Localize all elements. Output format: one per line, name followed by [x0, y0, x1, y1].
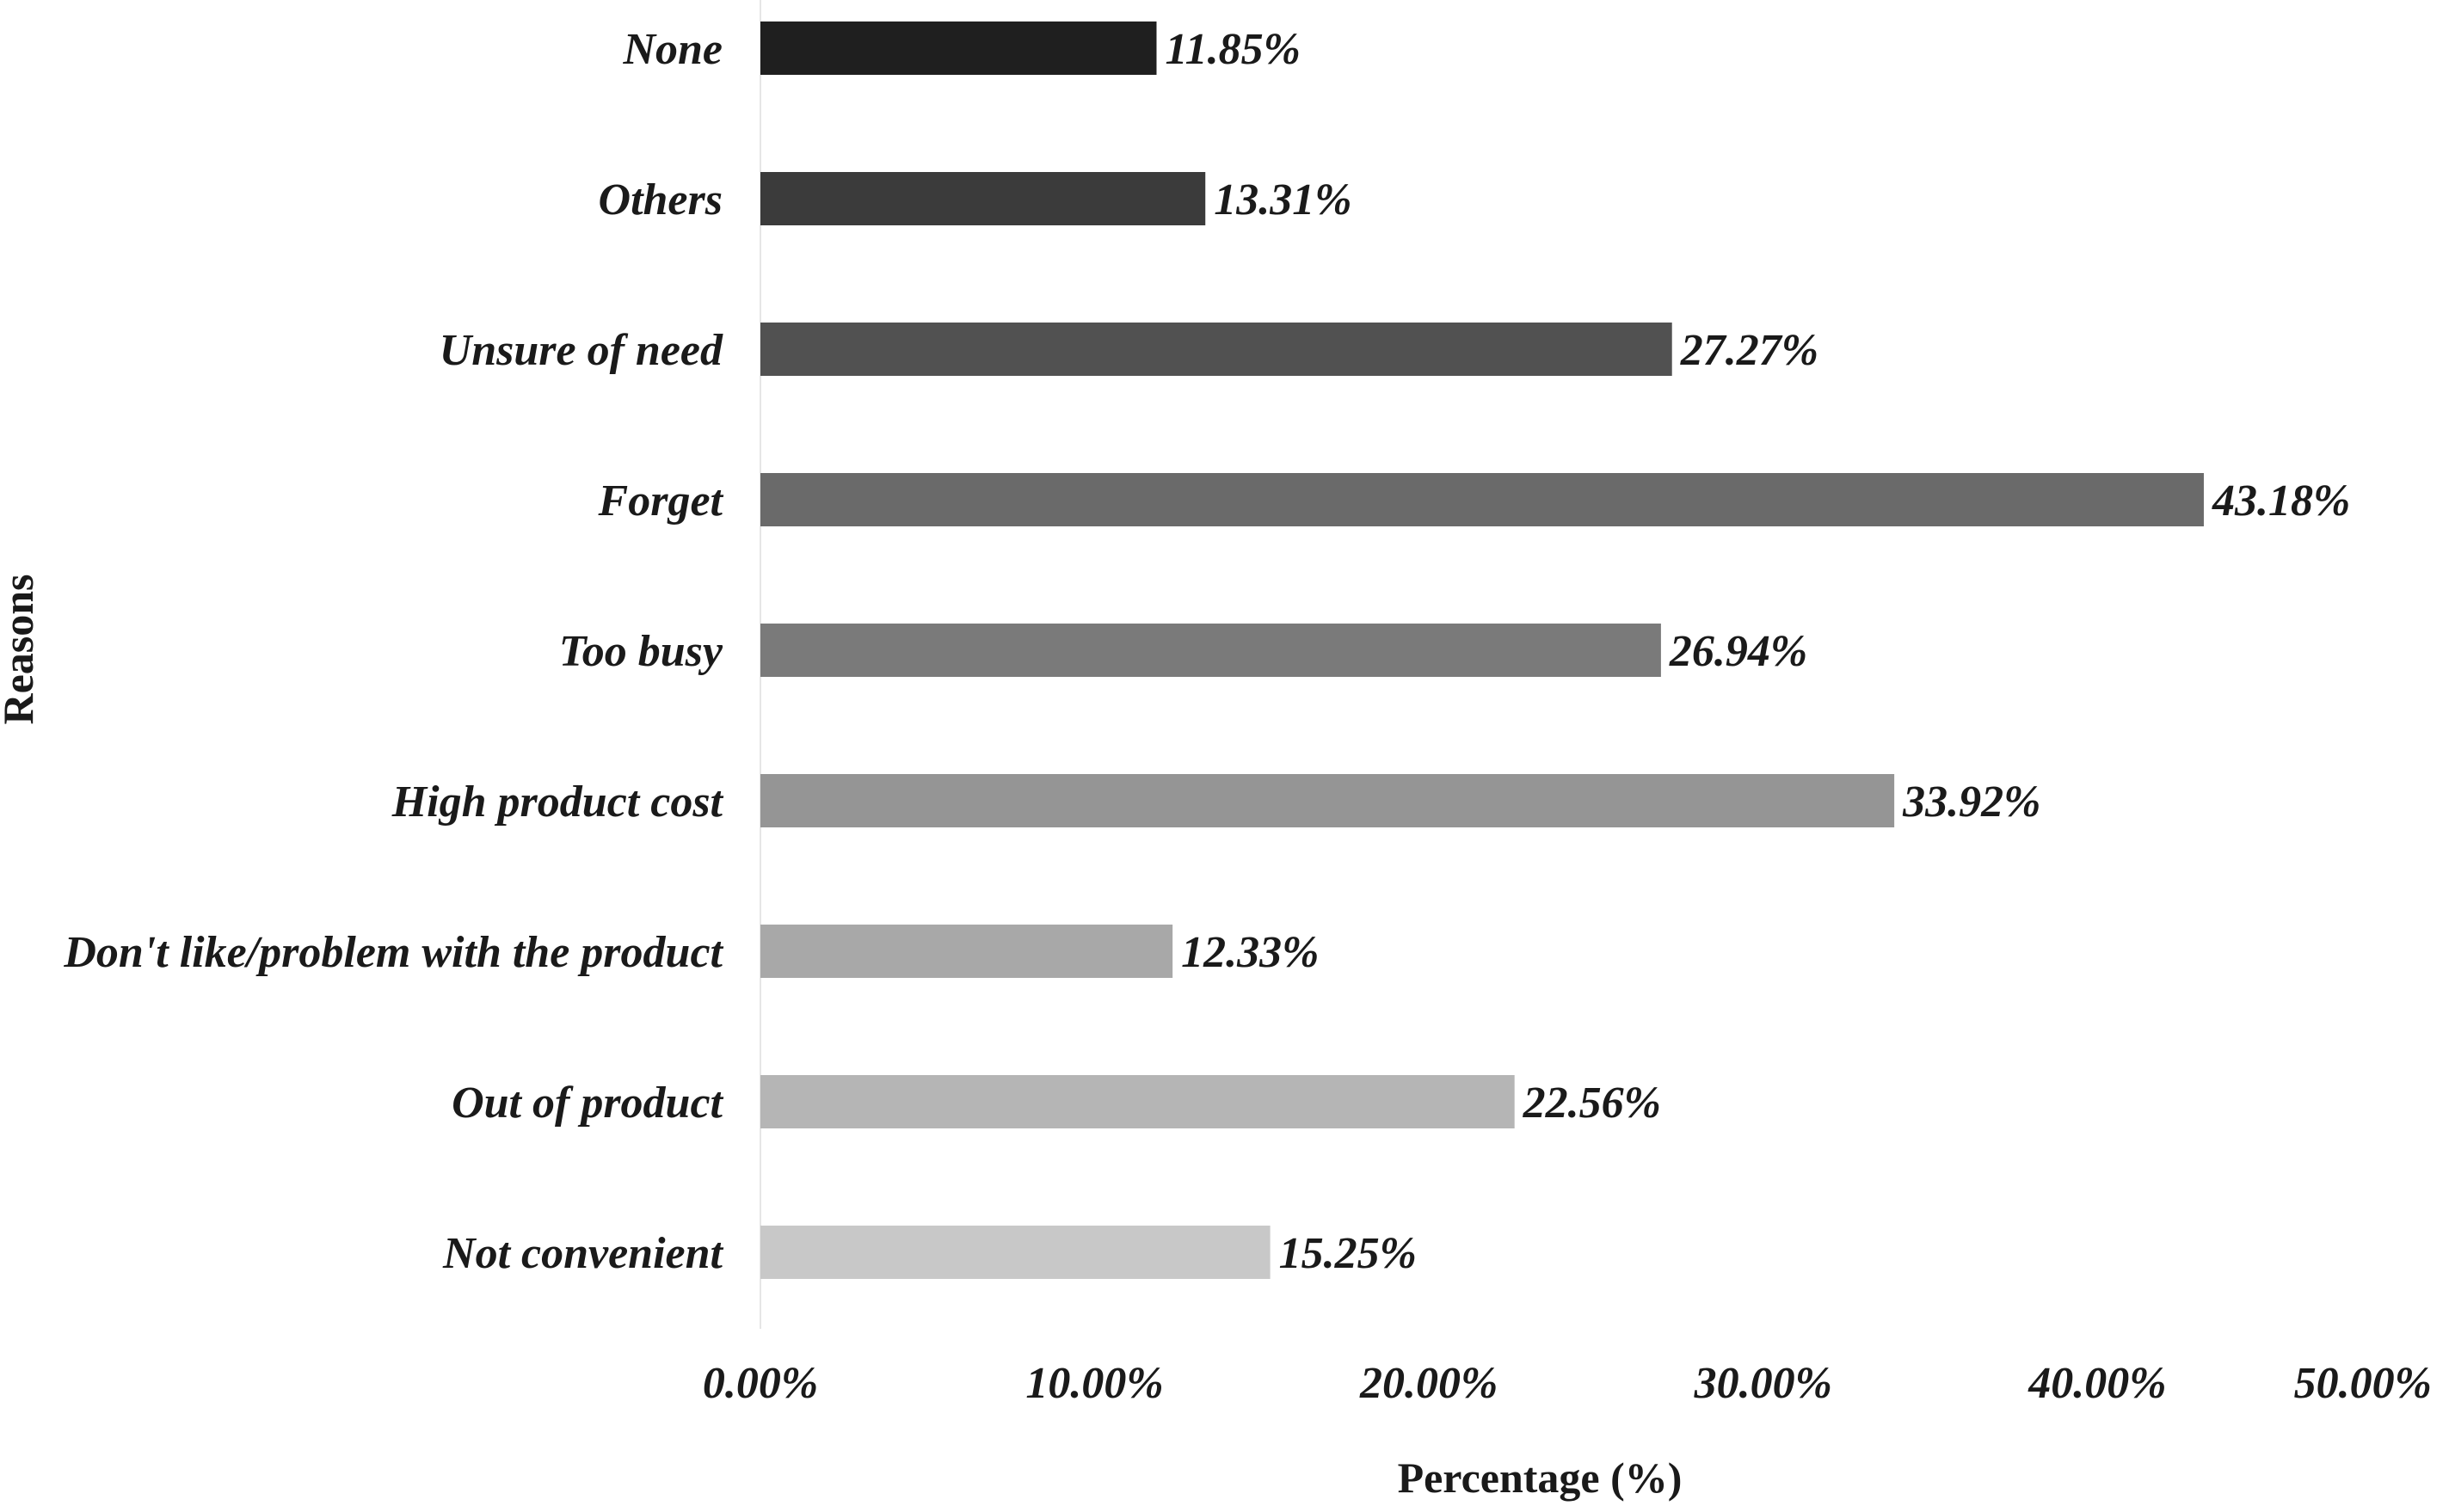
- x-tick-label: 50.00%: [2294, 1359, 2432, 1408]
- x-tick-label: 10.00%: [1025, 1359, 1163, 1408]
- data-label: 15.25%: [1279, 1229, 1417, 1278]
- category-label: None: [622, 25, 723, 74]
- bar: [760, 1075, 1515, 1128]
- x-tick-label: 20.00%: [1359, 1359, 1498, 1408]
- x-tick-labels-layer: 0.00% 10.00% 20.00% 30.00% 40.00% 50.00%: [703, 1359, 2432, 1408]
- bar: [760, 925, 1173, 978]
- data-label: 27.27%: [1680, 326, 1818, 375]
- category-label: Unsure of need: [440, 326, 723, 375]
- bar: [760, 473, 2204, 526]
- bar: [760, 774, 1895, 827]
- data-label: 33.92%: [1902, 778, 2040, 827]
- bar: [760, 323, 1672, 376]
- category-label: Forget: [598, 476, 724, 526]
- bar: [760, 172, 1206, 225]
- y-axis-title: Reasons: [0, 574, 42, 724]
- x-tick-label: 30.00%: [1694, 1359, 1832, 1408]
- bar: [760, 22, 1157, 75]
- data-label: 11.85%: [1165, 25, 1300, 74]
- category-label: High product cost: [391, 778, 724, 827]
- data-label: 12.33%: [1181, 928, 1319, 977]
- bar: [760, 624, 1661, 677]
- data-label: 26.94%: [1669, 627, 1807, 676]
- x-tick-label: 0.00%: [703, 1359, 818, 1408]
- category-labels-layer: None Others Unsure of need Forget Too busy Hi…: [63, 25, 723, 1278]
- data-label: 22.56%: [1523, 1079, 1661, 1128]
- data-label: 43.18%: [2212, 476, 2350, 526]
- category-label: Don't like/problem with the product: [63, 928, 723, 977]
- category-label: Others: [599, 175, 723, 224]
- bar: [760, 1226, 1271, 1279]
- category-label: Too busy: [559, 627, 723, 676]
- category-label: Not convenient: [442, 1229, 724, 1278]
- x-axis-title: Percentage (%): [1398, 1454, 1683, 1502]
- bars-layer: [760, 0, 2204, 1329]
- value-labels-layer: 11.85% 13.31% 27.27% 43.18% 26.94% 33.92% 12.3…: [1165, 25, 2350, 1278]
- category-label: Out of product: [452, 1079, 723, 1128]
- data-label: 13.31%: [1214, 175, 1351, 224]
- x-tick-label: 40.00%: [2028, 1359, 2166, 1408]
